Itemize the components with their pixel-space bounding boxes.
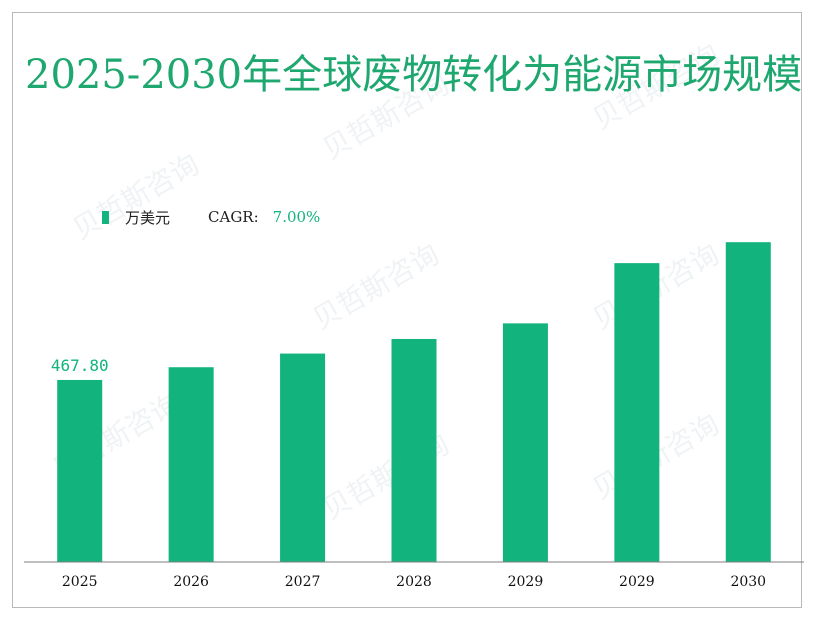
bar-2025 (57, 379, 103, 562)
x-tick-label: 2026 (173, 574, 209, 590)
x-tick-label: 2029 (508, 574, 544, 590)
cagr-label: CAGR: (208, 208, 259, 226)
bar-2028 (391, 338, 437, 562)
bar-2026 (168, 367, 214, 562)
legend: 万美元 CAGR: 7.00% (102, 205, 320, 229)
x-tick-label: 2025 (62, 574, 98, 590)
value-label: 467.80 (51, 356, 109, 375)
bar-2030 (725, 242, 771, 562)
svg-text:贝哲斯咨询: 贝哲斯咨询 (307, 237, 445, 336)
legend-swatch (102, 210, 109, 224)
chart-title: 2025-2030年全球废物转化为能源市场规模 (25, 52, 803, 98)
value-labels: 467.80 (51, 356, 109, 375)
bar-2029 (502, 323, 548, 562)
bar-2027 (280, 353, 326, 562)
bars (57, 242, 771, 562)
svg-text:贝哲斯咨询: 贝哲斯咨询 (67, 147, 205, 246)
x-tick-label: 2029 (619, 574, 655, 590)
cagr-value: 7.00% (272, 208, 321, 226)
x-tick-label: 2030 (730, 574, 766, 590)
legend-unit: 万美元 (125, 208, 171, 227)
x-tick-labels: 2025 2026 2027 2028 2029 2029 2030 (62, 574, 766, 590)
bar-2029 (614, 263, 660, 562)
x-tick-label: 2027 (285, 574, 321, 590)
x-tick-label: 2028 (396, 574, 432, 590)
